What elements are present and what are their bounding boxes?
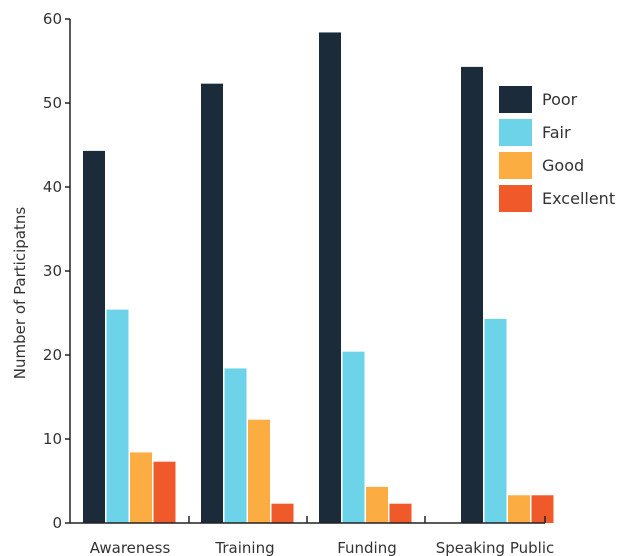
y-tick-label: 40: [43, 178, 62, 196]
bar-fair-awareness: [106, 309, 129, 523]
legend: Poor Fair Good Excellent: [499, 86, 615, 212]
bar-fair-funding: [342, 351, 365, 523]
bar-fair-speaking-public: [484, 318, 507, 523]
bar-excellent-training: [271, 503, 294, 523]
bar-excellent-funding: [389, 503, 412, 523]
axes-group: 0 10 20 30 40 50 60 Awareness Training Funding Spe…: [43, 10, 554, 556]
bar-excellent-awareness: [153, 461, 176, 523]
legend-swatch-poor: [499, 86, 532, 113]
y-tick-label: 60: [43, 10, 62, 28]
bar-poor-training: [201, 83, 223, 524]
bar-good-training: [248, 419, 270, 523]
x-category-label: Awareness: [90, 539, 171, 556]
legend-swatch-excellent: [499, 185, 532, 212]
y-tick-label: 10: [43, 430, 62, 448]
x-category-label: Training: [214, 539, 274, 556]
y-tick-label: 30: [43, 262, 62, 280]
bar-good-awareness: [130, 452, 152, 523]
y-axis-title: Number of Participatns: [11, 207, 29, 380]
bar-good-speaking-public: [508, 495, 530, 523]
y-tick-label: 0: [52, 514, 62, 532]
x-category-label: Funding: [337, 539, 397, 556]
y-tick-label: 50: [43, 94, 62, 112]
legend-swatch-fair: [499, 119, 532, 146]
bar-poor-awareness: [83, 150, 105, 523]
bar-fair-training: [224, 368, 247, 523]
bar-poor-speaking-public: [461, 66, 483, 523]
legend-label-poor: Poor: [542, 90, 578, 109]
legend-label-fair: Fair: [542, 123, 571, 142]
bar-poor-funding: [319, 32, 341, 523]
legend-label-excellent: Excellent: [542, 189, 615, 208]
y-tick-label: 20: [43, 346, 62, 364]
legend-swatch-good: [499, 152, 532, 179]
bars-group: [83, 32, 554, 524]
bar-good-funding: [366, 486, 388, 523]
legend-label-good: Good: [542, 156, 584, 175]
x-category-label: Speaking Public: [436, 539, 555, 556]
bar-excellent-speaking-public: [531, 495, 554, 523]
